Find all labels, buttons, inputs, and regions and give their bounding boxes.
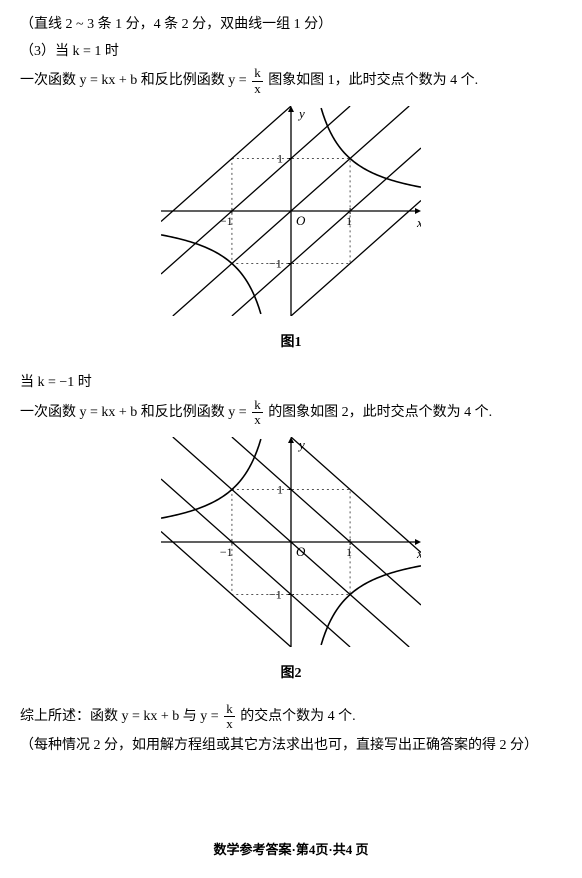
text-part: 的图象如图 2，此时交点个数为 4 个. xyxy=(265,405,493,420)
graph-2-container: xyO−11−11 xyxy=(20,437,562,656)
graph-2: xyO−11−11 xyxy=(161,437,421,647)
fraction-k-over-x: kx xyxy=(224,702,235,732)
svg-text:y: y xyxy=(297,437,305,452)
sentence-fig1: 一次函数 y = kx + b 和反比例函数 y = kx 图象如图 1，此时交… xyxy=(20,66,562,96)
graph-1: xyO−11−11 xyxy=(161,106,421,316)
caption-1: 图1 xyxy=(20,330,562,355)
svg-text:−1: −1 xyxy=(220,545,233,559)
text-part: 图象如图 1，此时交点个数为 4 个. xyxy=(265,73,479,88)
svg-text:1: 1 xyxy=(346,214,352,228)
text-part: 综上所述：函数 y = kx + b 与 y = xyxy=(20,709,222,724)
scoring-note-1: （直线 2 ~ 3 条 1 分，4 条 2 分，双曲线一组 1 分） xyxy=(20,12,562,37)
sentence-fig2: 一次函数 y = kx + b 和反比例函数 y = kx 的图象如图 2，此时… xyxy=(20,398,562,428)
case-k-1: （3）当 k = 1 时 xyxy=(20,39,562,64)
page-footer: 数学参考答案·第4页·共4 页 xyxy=(20,838,562,861)
scoring-note-2: （每种情况 2 分，如用解方程组或其它方法求出也可，直接写出正确答案的得 2 分… xyxy=(20,733,562,758)
caption-2: 图2 xyxy=(20,661,562,686)
case-k-neg1: 当 k = −1 时 xyxy=(20,370,562,395)
svg-text:x: x xyxy=(416,215,421,230)
fraction-k-over-x: kx xyxy=(252,66,263,96)
text-part: 一次函数 y = kx + b 和反比例函数 y = xyxy=(20,405,250,420)
fraction-k-over-x: kx xyxy=(252,398,263,428)
svg-text:y: y xyxy=(297,106,305,121)
svg-text:−1: −1 xyxy=(269,588,282,602)
graph-1-container: xyO−11−11 xyxy=(20,106,562,325)
svg-text:O: O xyxy=(296,213,306,228)
svg-text:1: 1 xyxy=(346,545,352,559)
svg-text:−1: −1 xyxy=(269,256,282,270)
text-part: 一次函数 y = kx + b 和反比例函数 y = xyxy=(20,73,250,88)
conclusion: 综上所述：函数 y = kx + b 与 y = kx 的交点个数为 4 个. xyxy=(20,702,562,732)
text-part: 的交点个数为 4 个. xyxy=(237,709,356,724)
